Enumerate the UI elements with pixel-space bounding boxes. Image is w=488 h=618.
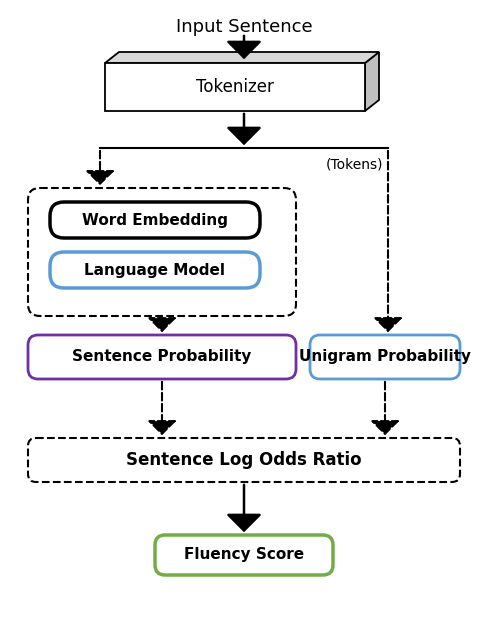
Text: Language Model: Language Model: [84, 263, 225, 277]
FancyBboxPatch shape: [310, 335, 460, 379]
FancyBboxPatch shape: [50, 252, 260, 288]
Polygon shape: [365, 52, 379, 111]
FancyBboxPatch shape: [50, 202, 260, 238]
FancyBboxPatch shape: [105, 63, 365, 111]
FancyBboxPatch shape: [28, 438, 460, 482]
Text: Input Sentence: Input Sentence: [176, 18, 312, 36]
FancyBboxPatch shape: [155, 535, 333, 575]
Polygon shape: [105, 52, 379, 63]
FancyBboxPatch shape: [28, 335, 296, 379]
Text: Word Embedding: Word Embedding: [82, 213, 228, 227]
Text: Sentence Log Odds Ratio: Sentence Log Odds Ratio: [126, 451, 362, 469]
Text: Tokenizer: Tokenizer: [196, 78, 274, 96]
FancyBboxPatch shape: [28, 188, 296, 316]
Text: Sentence Probability: Sentence Probability: [72, 350, 252, 365]
Text: (Tokens): (Tokens): [325, 158, 383, 172]
Text: Unigram Probability: Unigram Probability: [299, 350, 471, 365]
Text: Fluency Score: Fluency Score: [184, 548, 304, 562]
